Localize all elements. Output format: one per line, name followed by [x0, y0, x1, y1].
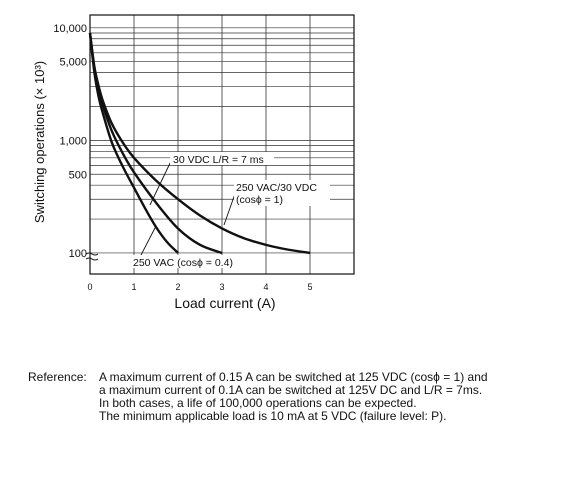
y-tick-labels: 10,000 5,000 1,000 500 100 [53, 23, 87, 260]
annotation-label: 250 VAC (cosϕ = 0.4) [133, 257, 233, 269]
annotation-leader [139, 225, 157, 258]
y-tick-label: 100 [69, 248, 87, 260]
plot-frame [89, 14, 355, 275]
annotation-bg [170, 152, 274, 165]
axis-break-marks [85, 252, 99, 261]
reference-line: a maximum current of 0.1A can be switche… [99, 383, 483, 397]
series-line [88, 32, 311, 255]
x-tick-label: 0 [87, 282, 92, 292]
annotation-leader [149, 158, 173, 206]
switching-life-chart: 10,000 5,000 1,000 500 100 0 1 2 3 4 5 30 VDC L/R… [32, 14, 355, 311]
x-tick-label: 2 [175, 282, 180, 292]
y-axis-label: Switching operations (× 10³) [32, 61, 47, 223]
annotation-label: 250 VAC/30 VDC [236, 182, 317, 194]
annotation-bg [130, 255, 244, 268]
annotation-bg [234, 180, 330, 206]
y-tick-label: 5,000 [59, 57, 87, 69]
reference-label: Reference: [28, 370, 87, 384]
curves [88, 32, 311, 255]
x-tick-label: 1 [131, 282, 136, 292]
annotation-label: 30 VDC L/R = 7 ms [173, 154, 264, 166]
x-tick-label: 3 [219, 282, 224, 292]
series-line [88, 32, 179, 254]
x-tick-labels: 0 1 2 3 4 5 [87, 282, 312, 292]
reference-line: A maximum current of 0.15 A can be switc… [99, 370, 488, 384]
reference-text: A maximum current of 0.15 A can be switc… [99, 371, 488, 423]
y-tick-label: 10,000 [53, 23, 87, 35]
reference-line: In both cases, a life of 100,000 operati… [99, 396, 417, 410]
y-tick-label: 1,000 [59, 135, 87, 147]
reference-line: The minimum applicable load is 10 mA at … [99, 409, 447, 423]
x-tick-label: 5 [307, 282, 312, 292]
y-tick-label: 500 [69, 169, 87, 181]
series-line [88, 32, 223, 255]
x-axis-label: Load current (A) [174, 295, 275, 311]
annotation-label: (cosϕ = 1) [236, 194, 283, 206]
annotations: 30 VDC L/R = 7 ms 250 VAC/30 VDC(cosϕ = 1… [130, 152, 330, 269]
x-tick-label: 4 [263, 282, 268, 292]
chart-grid [90, 15, 354, 274]
